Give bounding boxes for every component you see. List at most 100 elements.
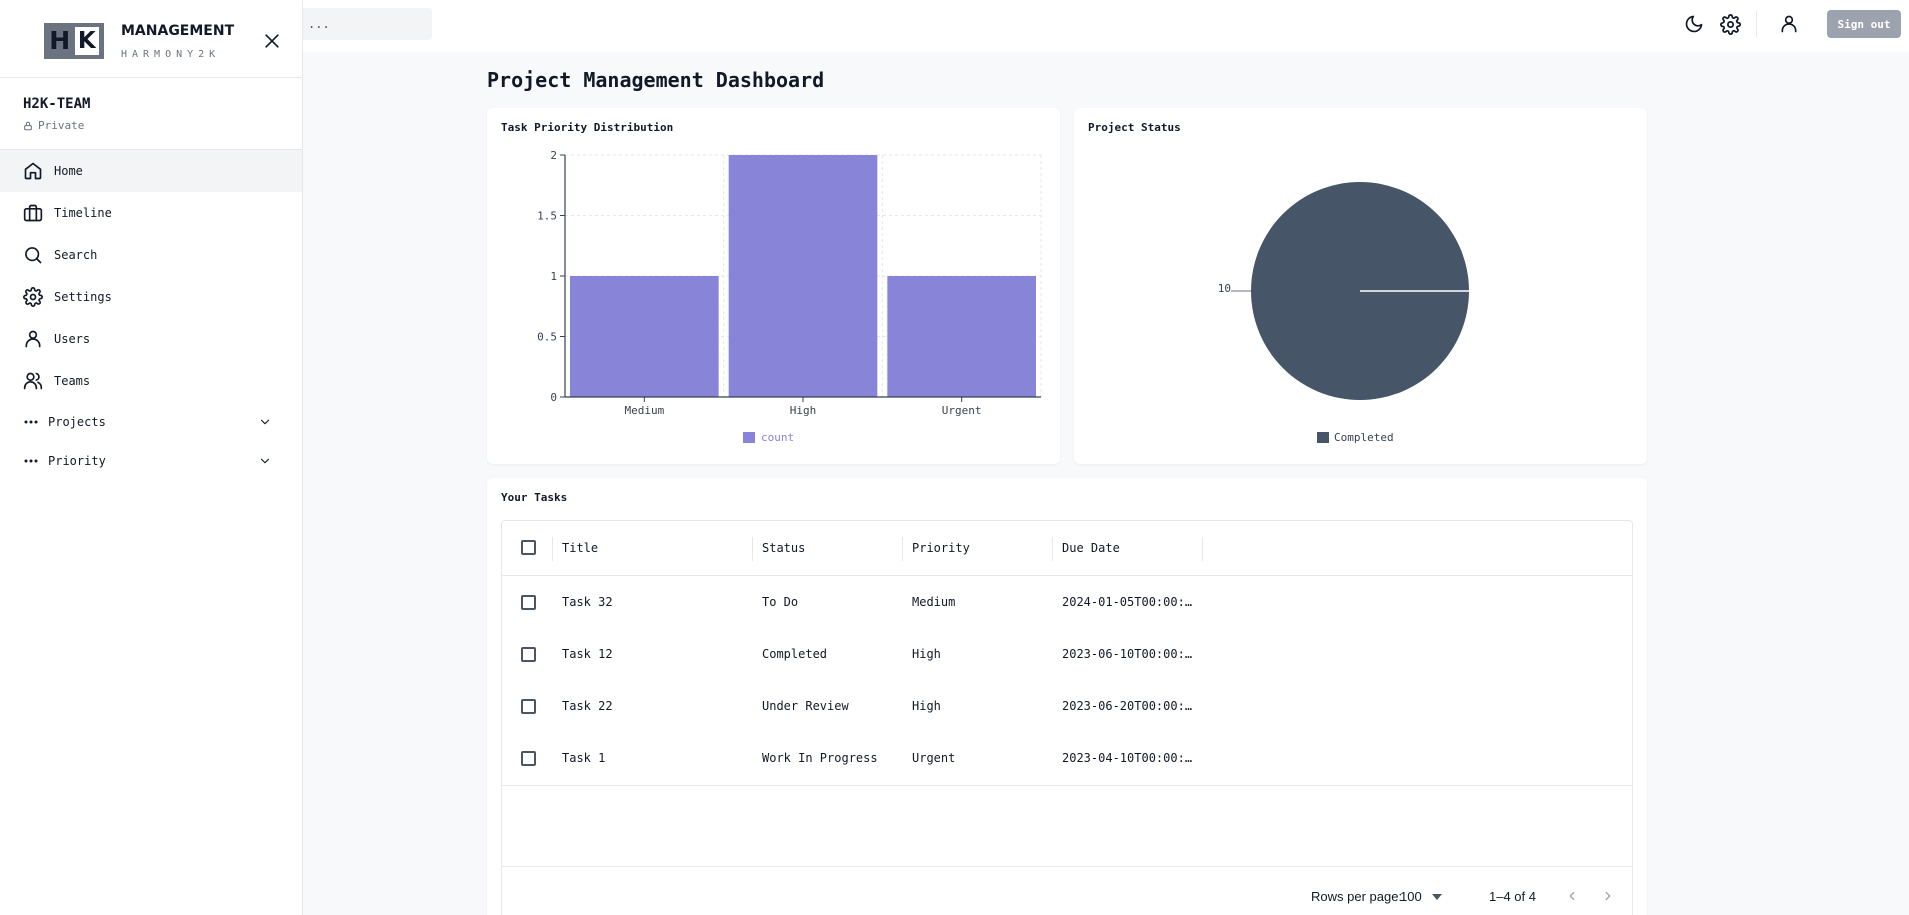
row-checkbox[interactable] — [521, 647, 536, 662]
x-tick-label: Urgent — [942, 404, 982, 417]
sidebar-item-label: Users — [54, 332, 91, 346]
sidebar-group-label: Projects — [48, 414, 106, 429]
sidebar-item-settings[interactable]: Settings — [0, 276, 302, 318]
status-chart-card: Project Status 10 Completed — [1074, 108, 1647, 464]
task-priority: Urgent — [912, 751, 956, 765]
sidebar: H K MANAGEMENT HARMONY2K H2K-TEAM Privat… — [0, 0, 303, 915]
team-info: H2K-TEAM Private — [0, 78, 302, 150]
tasks-title: Your Tasks — [501, 491, 568, 504]
footer-divider — [502, 866, 1632, 867]
task-status: Completed — [762, 647, 828, 661]
y-tick-label: 1 — [550, 270, 557, 283]
search-icon — [23, 245, 43, 265]
pagination-range: 1–4 of 4 — [1489, 889, 1536, 904]
dark-mode-toggle[interactable] — [1683, 13, 1705, 35]
profile-button[interactable] — [1778, 13, 1800, 35]
tasks-table: Title Status Priority Due Date Task 32 T… — [501, 520, 1633, 915]
sidebar-group-priority[interactable]: Priority — [0, 441, 302, 480]
chart-legend: count — [743, 431, 794, 444]
team-name: H2K-TEAM — [23, 96, 91, 112]
users-icon — [23, 371, 43, 391]
task-due-date: 2023-06-20T00:00:… — [1062, 699, 1193, 713]
home-icon — [23, 161, 43, 181]
sidebar-item-users[interactable]: Users — [0, 318, 302, 360]
column-header-due-date[interactable]: Due Date — [1062, 541, 1120, 555]
top-bar: Sign out — [0, 0, 1909, 52]
column-header-priority[interactable]: Priority — [912, 541, 970, 555]
previous-page-button[interactable] — [1563, 887, 1581, 905]
select-all-checkbox[interactable] — [521, 540, 536, 555]
rows-per-page-label: Rows per page: — [1311, 889, 1403, 904]
page-title: Project Management Dashboard — [487, 68, 825, 92]
settings-button[interactable] — [1719, 13, 1741, 35]
chart-title: Project Status — [1088, 121, 1181, 134]
sidebar-item-label: Search — [54, 248, 98, 262]
column-separator — [1052, 537, 1053, 561]
table-pagination: Rows per page: 100 1–4 of 4 — [502, 867, 1632, 915]
row-checkbox[interactable] — [521, 751, 536, 766]
column-separator — [552, 537, 553, 561]
table-row[interactable]: Task 12 Completed High 2023-06-10T00:00:… — [502, 629, 1632, 681]
moon-icon — [1685, 15, 1703, 33]
chevron-down-icon — [260, 419, 270, 424]
task-title: Task 22 — [562, 699, 613, 713]
column-separator — [902, 537, 903, 561]
logo-letter-right: K — [74, 27, 99, 55]
bar — [887, 276, 1036, 397]
gear-icon — [1719, 13, 1741, 35]
user-icon — [1781, 15, 1797, 33]
rows-per-page-select[interactable]: 100 — [1400, 889, 1442, 904]
sidebar-item-label: Settings — [54, 290, 112, 304]
gear-icon — [23, 287, 43, 307]
close-sidebar-button[interactable] — [262, 31, 282, 51]
sign-out-button[interactable]: Sign out — [1827, 10, 1901, 38]
lock-icon — [24, 121, 32, 130]
sidebar-item-search[interactable]: Search — [0, 234, 302, 276]
column-separator — [752, 537, 753, 561]
task-status: Work In Progress — [762, 751, 878, 765]
row-checkbox[interactable] — [521, 595, 536, 610]
task-title: Task 32 — [562, 595, 613, 609]
topbar-divider — [1756, 11, 1757, 37]
sidebar-item-timeline[interactable]: Timeline — [0, 192, 302, 234]
sidebar-item-home[interactable]: Home — [0, 150, 302, 192]
sidebar-nav: Home Timeline Search Settings Users — [0, 150, 302, 480]
sidebar-item-teams[interactable]: Teams — [0, 360, 302, 402]
table-row[interactable]: Task 1 Work In Progress Urgent 2023-04-1… — [502, 733, 1632, 785]
user-icon — [23, 329, 43, 349]
chevron-left-icon — [1569, 891, 1575, 901]
logo: H K — [44, 23, 104, 59]
brand-subtitle: HARMONY2K — [121, 49, 221, 60]
task-status: Under Review — [762, 699, 849, 713]
slice-label: 10 — [1218, 282, 1231, 295]
priority-chart-card: Task Priority Distribution 0 0.5 1 1.5 2 Medi… — [487, 108, 1060, 464]
bar — [570, 276, 719, 397]
column-separator — [1202, 537, 1203, 561]
y-tick-label: 1.5 — [537, 210, 557, 223]
brand-title: MANAGEMENT — [121, 23, 235, 39]
chevron-down-icon — [260, 458, 270, 463]
more-dots-icon — [24, 459, 38, 462]
search-input[interactable] — [296, 8, 432, 40]
sidebar-item-label: Timeline — [54, 206, 112, 220]
table-row[interactable]: Task 22 Under Review High 2023-06-20T00:… — [502, 681, 1632, 733]
x-tick-label: Medium — [624, 404, 664, 417]
bar — [728, 155, 878, 397]
table-row[interactable]: Task 32 To Do Medium 2024-01-05T00:00:… — [502, 577, 1632, 629]
task-title: Task 1 — [562, 751, 606, 765]
legend-swatch — [743, 432, 755, 443]
task-priority: High — [912, 647, 941, 661]
column-header-title[interactable]: Title — [562, 541, 599, 555]
caret-down-icon — [1431, 893, 1442, 900]
sidebar-item-label: Home — [54, 164, 83, 178]
column-header-status[interactable]: Status — [762, 541, 806, 555]
x-tick-label: High — [790, 404, 817, 417]
row-checkbox[interactable] — [521, 699, 536, 714]
sidebar-group-projects[interactable]: Projects — [0, 402, 302, 441]
next-page-button[interactable] — [1599, 887, 1617, 905]
chart-title: Task Priority Distribution — [501, 121, 674, 134]
rows-divider — [502, 785, 1632, 786]
tasks-card: Your Tasks Title Status Priority Due Dat… — [487, 478, 1647, 915]
rows-per-page-value: 100 — [1400, 889, 1422, 904]
legend-swatch — [1317, 432, 1329, 443]
